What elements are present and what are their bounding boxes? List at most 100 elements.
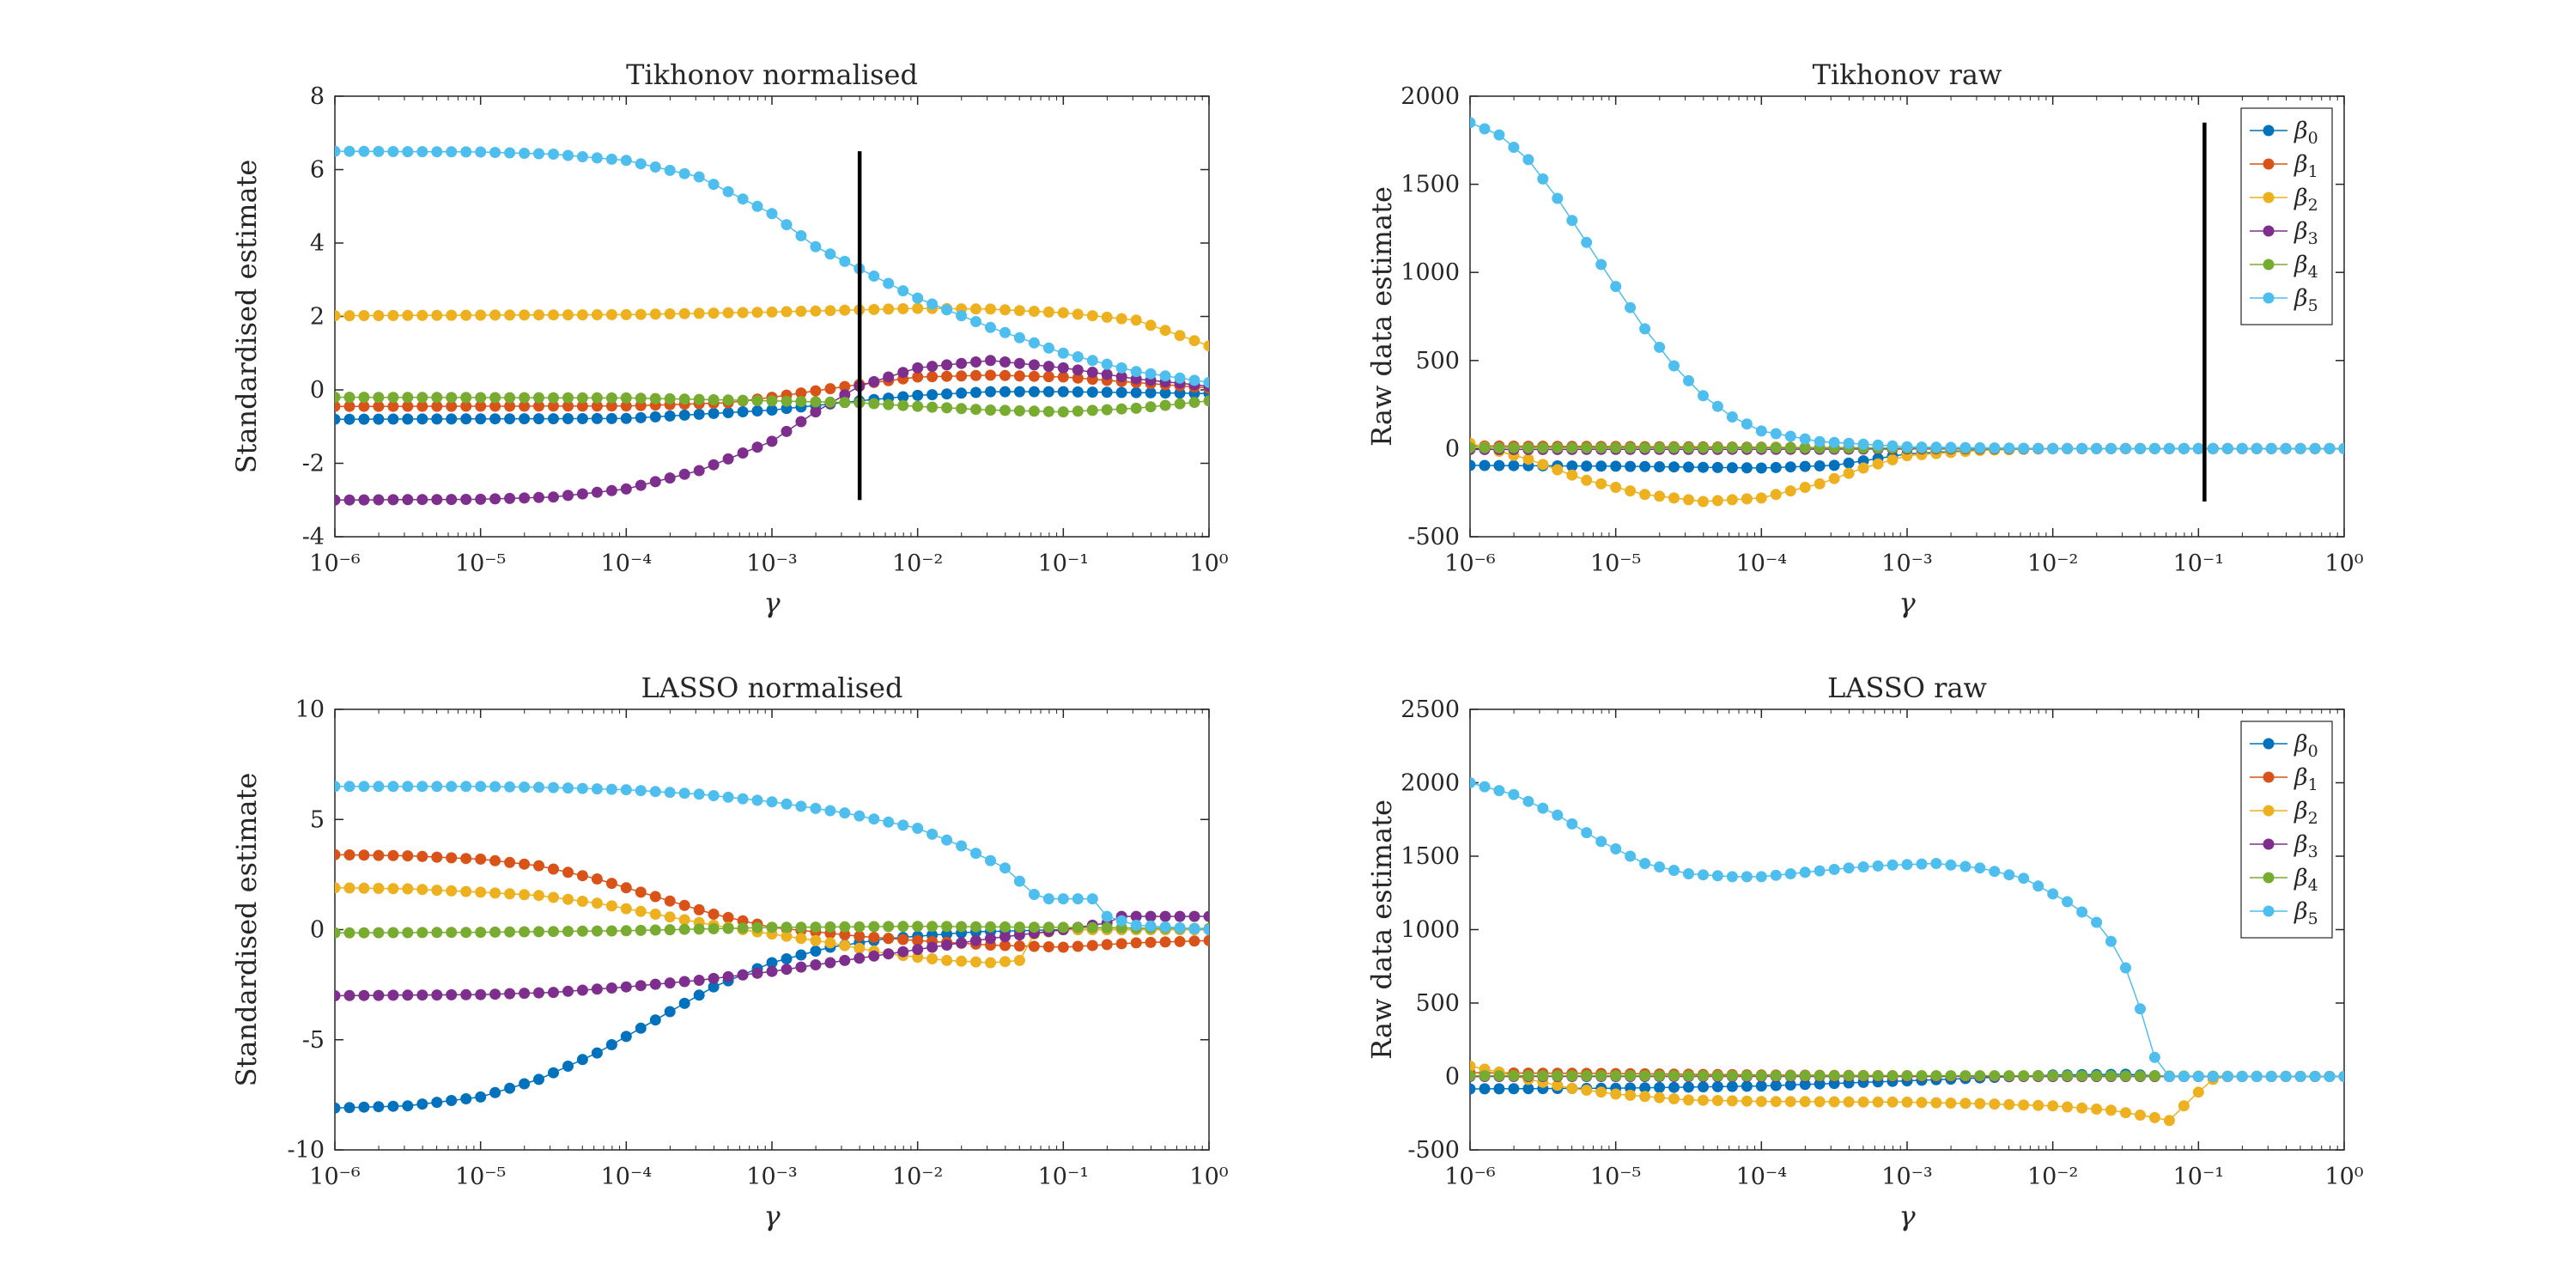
data-point — [839, 255, 851, 267]
legend-label: β5 — [2293, 285, 2318, 315]
data-layer — [335, 781, 1209, 1114]
data-point — [1857, 438, 1869, 450]
data-point — [751, 794, 763, 806]
data-point — [1989, 866, 2001, 878]
data-point — [402, 400, 414, 412]
data-point — [1470, 459, 1476, 471]
data-point — [1843, 457, 1855, 469]
data-point — [576, 488, 588, 500]
data-point — [358, 392, 370, 404]
data-point — [489, 309, 501, 321]
data-point — [387, 781, 399, 793]
x-tick-label: 10⁻³ — [1881, 1164, 1932, 1190]
data-point — [883, 303, 895, 315]
data-point — [335, 990, 341, 1001]
data-point — [927, 401, 939, 413]
data-point — [693, 903, 705, 915]
data-point — [519, 858, 531, 870]
y-axis-label: Standardised estimate — [230, 160, 263, 474]
data-point — [1755, 1070, 1767, 1082]
data-point — [591, 983, 603, 995]
data-point — [2135, 1070, 2146, 1082]
data-point — [1552, 1070, 1564, 1082]
data-point — [956, 955, 968, 967]
data-point — [576, 151, 588, 162]
data-point — [2018, 442, 2030, 454]
x-tick-label: 10⁻² — [2027, 550, 2078, 577]
data-point — [489, 1086, 501, 1098]
data-point — [1843, 1070, 1855, 1082]
data-point — [519, 988, 531, 1000]
y-tick-label: 8 — [310, 83, 325, 110]
data-point — [373, 392, 385, 404]
data-point — [810, 305, 822, 317]
data-point — [1711, 1070, 1723, 1082]
data-point — [1668, 360, 1680, 372]
data-point — [416, 309, 428, 321]
data-point — [1799, 866, 1811, 879]
data-point — [416, 850, 428, 862]
x-tick-label: 10⁻⁴ — [1736, 1164, 1787, 1190]
data-point — [416, 927, 428, 939]
data-point — [1188, 374, 1200, 386]
data-point — [591, 392, 603, 404]
data-point — [576, 413, 588, 424]
data-point — [402, 850, 414, 862]
data-point — [1115, 915, 1127, 927]
data-point — [1814, 1070, 1826, 1082]
data-point — [1101, 358, 1113, 370]
data-point — [576, 984, 588, 996]
data-point — [2294, 1071, 2306, 1082]
legend-marker — [2263, 225, 2275, 237]
x-tick-label: 10⁻¹ — [1038, 1164, 1089, 1190]
data-point — [519, 781, 531, 793]
data-point — [343, 413, 355, 425]
data-point — [373, 310, 385, 321]
data-point — [1581, 1085, 1593, 1096]
data-point — [548, 926, 559, 938]
data-point — [912, 921, 924, 933]
data-point — [1013, 929, 1025, 941]
data-point — [562, 893, 574, 905]
x-tick-label: 10⁰ — [2324, 1164, 2363, 1190]
data-point — [1814, 435, 1826, 447]
data-point — [576, 1054, 588, 1066]
data-point — [795, 949, 807, 961]
x-tick-label: 10⁰ — [2324, 550, 2363, 577]
data-point — [999, 304, 1011, 316]
data-point — [1508, 441, 1520, 453]
data-point — [664, 977, 676, 989]
data-point — [402, 413, 414, 425]
data-point — [912, 934, 924, 946]
data-point — [343, 494, 355, 506]
data-point — [1203, 934, 1209, 946]
data-point — [795, 306, 807, 317]
data-point — [2120, 1107, 2131, 1119]
data-point — [1828, 472, 1840, 484]
y-tick-label: 5 — [310, 806, 325, 833]
legend-entry: β0 — [2250, 731, 2318, 761]
data-point — [970, 356, 981, 368]
data-point — [2178, 442, 2190, 454]
data-point — [708, 923, 720, 934]
data-point — [446, 852, 458, 864]
data-point — [416, 494, 428, 506]
data-point — [335, 310, 341, 322]
data-point — [1145, 386, 1157, 398]
data-point — [1741, 462, 1753, 474]
data-point — [1886, 453, 1899, 465]
data-point — [2192, 442, 2204, 454]
data-point — [635, 479, 647, 491]
data-point — [335, 781, 341, 793]
data-point — [519, 392, 531, 404]
data-point — [839, 389, 851, 401]
data-point — [1013, 305, 1025, 317]
data-point — [985, 321, 996, 333]
data-point — [460, 309, 472, 321]
data-point — [1493, 129, 1505, 141]
data-point — [649, 978, 661, 990]
data-point — [824, 305, 836, 317]
data-point — [1974, 1098, 1986, 1110]
data-point — [460, 146, 472, 158]
data-point — [1537, 1070, 1549, 1082]
